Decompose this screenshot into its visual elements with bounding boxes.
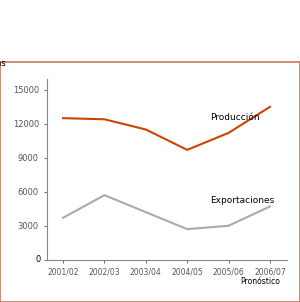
Text: Figura 6: Figura 6 (15, 12, 67, 22)
Text: Pronóstico: Pronóstico (241, 277, 280, 286)
Text: Exportaciones: Exportaciones (210, 196, 274, 205)
Text: exportaciones: exportaciones (15, 38, 94, 48)
Text: 0: 0 (35, 255, 40, 264)
Text: 000 toneladas: 000 toneladas (0, 59, 5, 68)
Text: Producción: Producción (210, 113, 260, 121)
Text: . Kazajstán: producción de trigo et: . Kazajstán: producción de trigo et (85, 12, 277, 23)
